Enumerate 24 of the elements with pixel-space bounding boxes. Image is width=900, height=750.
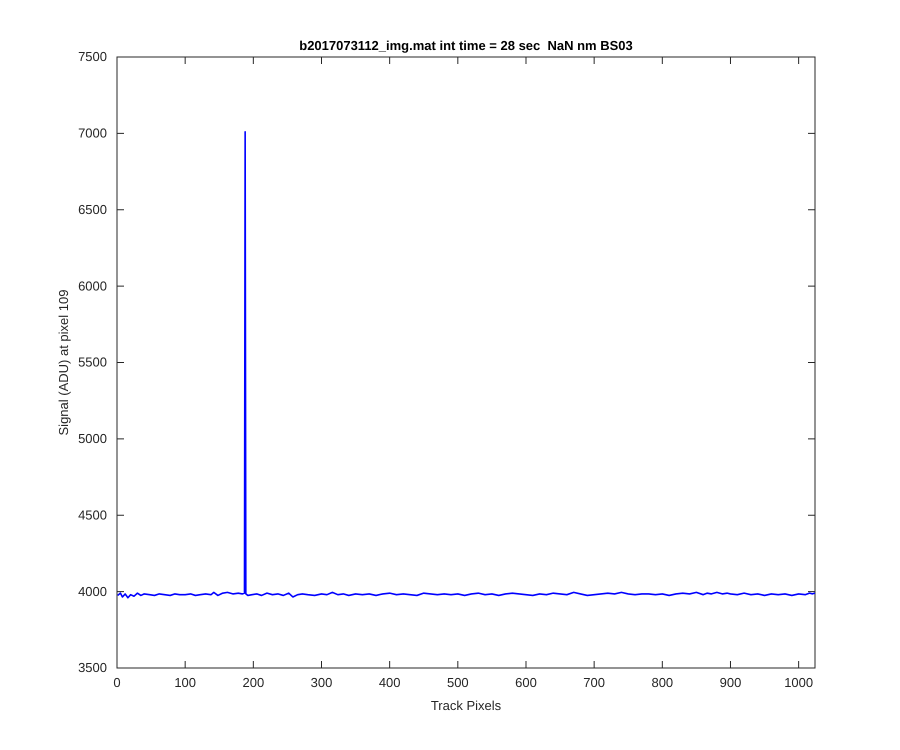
x-tick-label: 200 <box>242 675 264 690</box>
y-tick-label: 7500 <box>78 49 107 64</box>
x-tick-label: 800 <box>651 675 674 690</box>
y-tick-label: 6500 <box>78 202 107 217</box>
chart-title: b2017073112_img.mat int time = 28 sec NaN nm BS03 <box>299 38 633 53</box>
y-tick-label: 5000 <box>78 431 107 446</box>
x-tick-label: 100 <box>174 675 196 690</box>
line-series <box>116 131 816 599</box>
x-axis-title: Track Pixels <box>430 698 502 713</box>
y-axis-title: Signal (ADU) at pixel 109 <box>56 290 71 436</box>
x-tick-label: 1000 <box>784 675 814 690</box>
x-tick-label: 600 <box>515 675 537 690</box>
x-tick-label: 300 <box>310 675 332 690</box>
x-tick-label: 900 <box>720 675 742 690</box>
y-tick-label: 6000 <box>78 278 107 294</box>
x-tick-label: 700 <box>583 675 605 690</box>
x-tick-label: 0 <box>113 675 121 690</box>
y-tick-label: 7000 <box>78 126 107 141</box>
y-tick-label: 4500 <box>78 507 107 522</box>
y-tick-label: 4000 <box>78 584 107 599</box>
x-tick-label: 400 <box>378 675 401 690</box>
x-tick-label: 500 <box>446 675 469 690</box>
y-tick-label: 5500 <box>78 354 107 370</box>
y-tick-label: 3500 <box>78 660 107 676</box>
